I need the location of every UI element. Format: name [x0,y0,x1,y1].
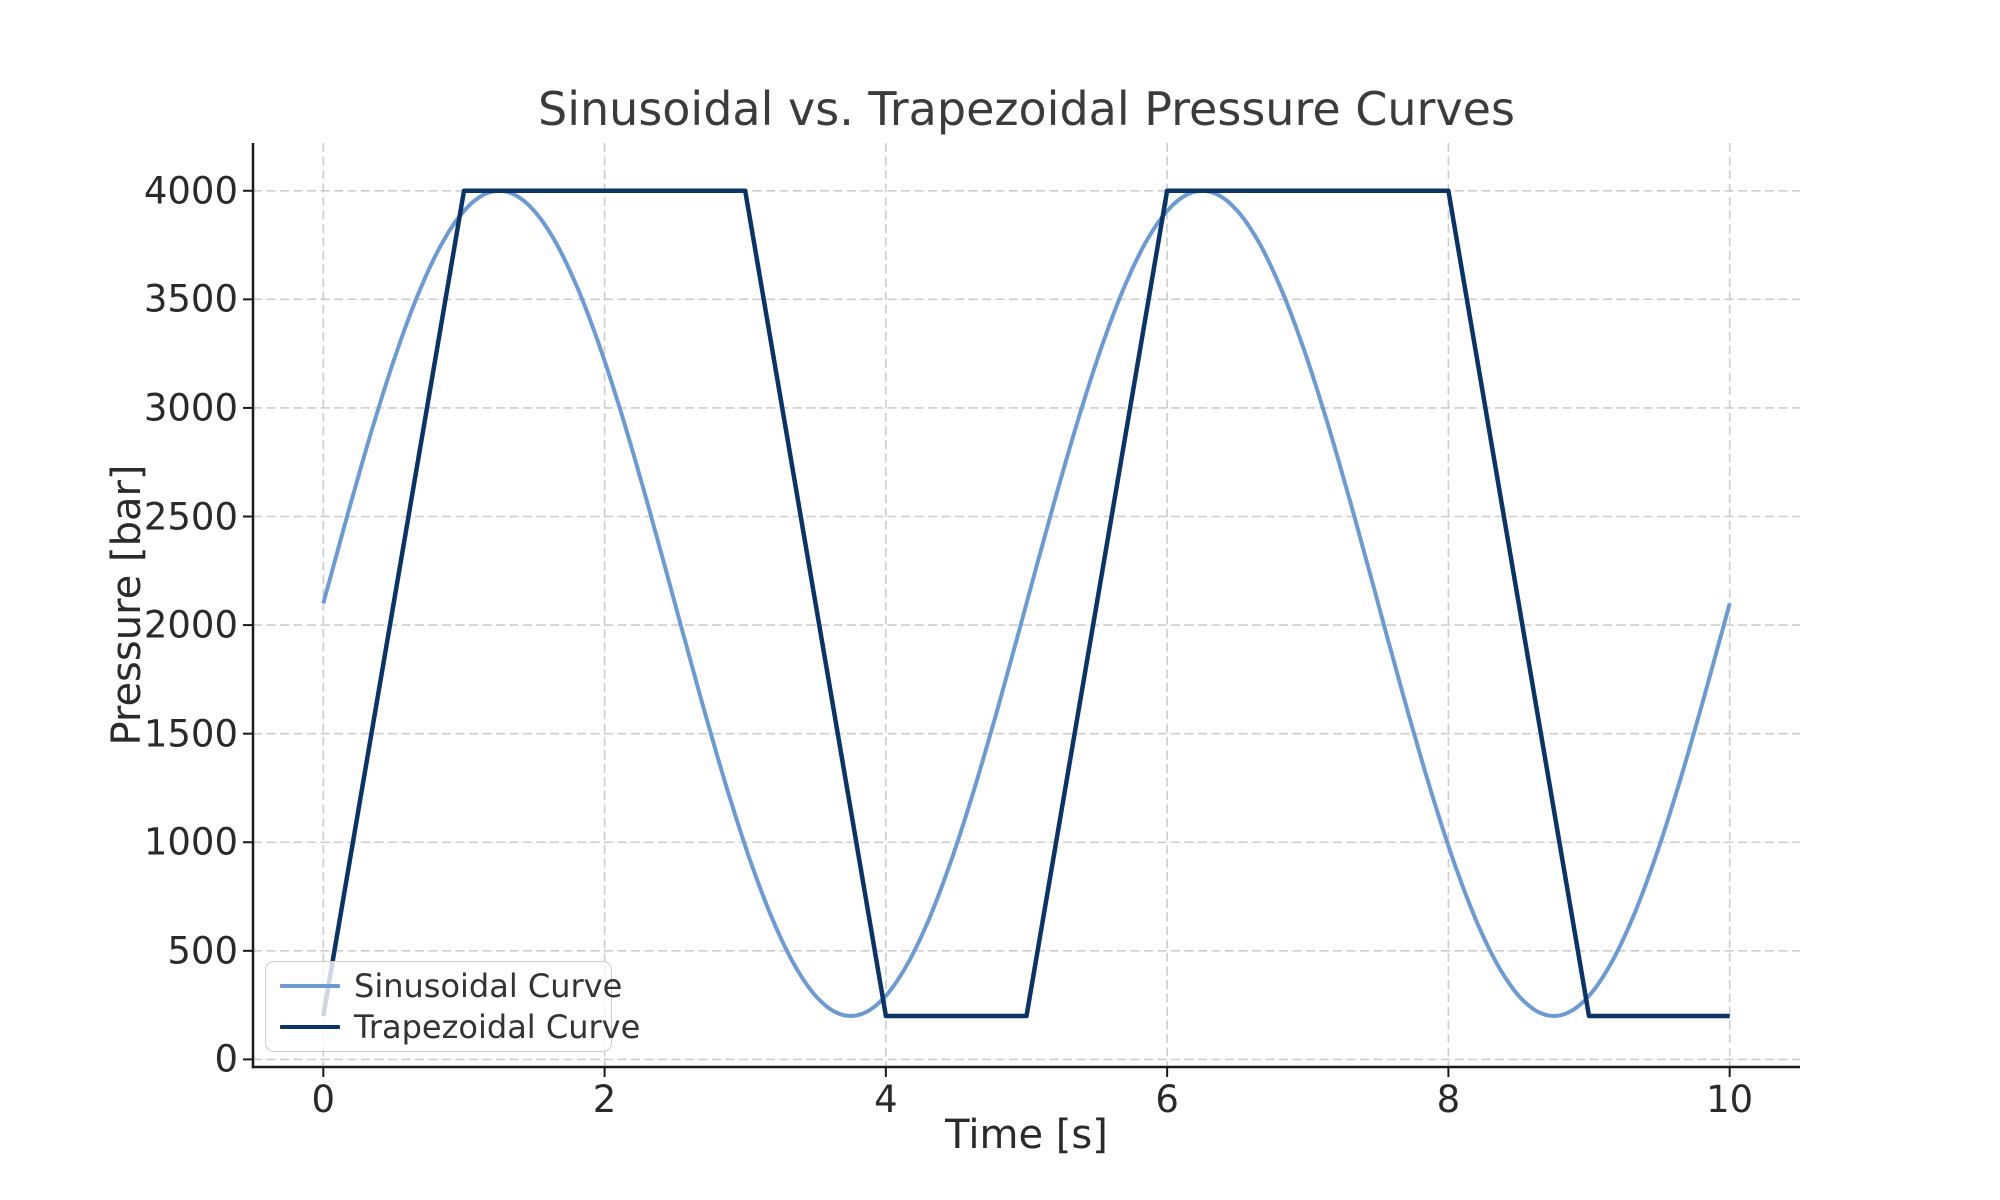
y-tick-label: 2000 [143,603,238,647]
legend-item-sinusoidal: Sinusoidal Curve [266,967,622,1005]
y-tick-label: 500 [167,929,238,973]
y-tick-label: 3000 [143,386,238,430]
legend-label-sinusoidal: Sinusoidal Curve [354,967,623,1005]
x-tick-label: 10 [1706,1078,1754,1121]
legend-item-trapezoidal: Trapezoidal Curve [266,1008,640,1046]
y-tick-label: 1500 [143,712,238,756]
y-tick-label: 2500 [143,495,238,538]
chart-title: Sinusoidal vs. Trapezoidal Pressure Curv… [538,82,1515,136]
y-tick-label: 3500 [143,277,238,321]
x-tick-label: 2 [592,1078,617,1121]
x-tick-label: 8 [1436,1078,1461,1121]
x-tick-label: 4 [874,1078,898,1121]
x-tick-label: 0 [311,1078,336,1121]
x-axis-label: Time [s] [945,1112,1108,1158]
legend-swatch-trapezoidal [280,1024,340,1030]
y-tick-label: 4000 [143,169,238,213]
trapezoidal-curve-line [321,188,1730,1019]
y-tick-label: 1000 [143,820,238,864]
legend-swatch-sinusoidal [280,984,340,988]
legend-label-trapezoidal: Trapezoidal Curve [354,1008,641,1046]
sinusoidal-curve-line [321,188,1732,1018]
y-tick-label: 0 [214,1037,238,1081]
legend: Sinusoidal Curve Trapezoidal Curve [265,961,640,1052]
x-tick-label: 6 [1155,1078,1179,1121]
